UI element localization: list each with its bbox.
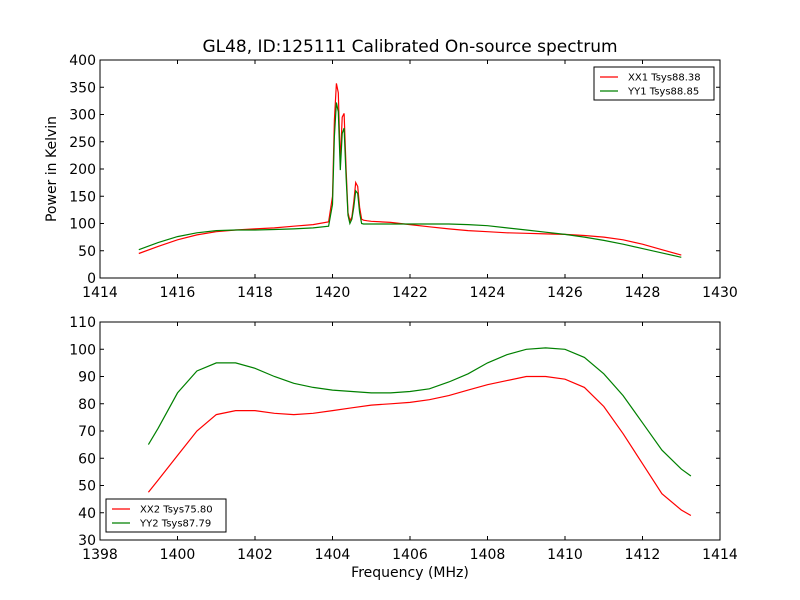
x-axis-label: Frequency (MHz) <box>351 565 469 581</box>
y-tick-label: 50 <box>78 479 96 495</box>
legend-entry: YY2 Tsys87.79 <box>139 519 211 530</box>
x-tick-label: 1404 <box>315 547 351 563</box>
chart-title: GL48, ID:125111 Calibrated On-source spe… <box>202 37 617 57</box>
x-tick-label: 1408 <box>470 547 506 563</box>
x-tick-label: 1414 <box>82 285 118 301</box>
x-tick-label: 1420 <box>315 285 351 301</box>
y-tick-label: 150 <box>69 189 96 205</box>
y-tick-label: 300 <box>69 108 96 124</box>
series-line-2-1 <box>147 375 692 517</box>
x-tick-label: 1414 <box>702 547 738 563</box>
y-tick-label: 400 <box>69 53 96 69</box>
y-tick-label: 40 <box>78 506 96 522</box>
series-line-1-2 <box>138 102 682 258</box>
legend-box <box>105 498 227 533</box>
x-tick-label: 1402 <box>237 547 273 563</box>
x-tick-label: 1428 <box>625 285 661 301</box>
x-tick-label: 1418 <box>237 285 273 301</box>
legend-entry: YY1 Tsys88.85 <box>627 87 699 98</box>
x-tick-label: 1412 <box>625 547 661 563</box>
y-tick-label: 50 <box>78 244 96 260</box>
legend-entry: XX2 Tsys75.80 <box>140 505 213 516</box>
y-tick-label: 80 <box>78 397 96 413</box>
y-tick-label: 90 <box>78 370 96 386</box>
legend-box <box>593 66 715 101</box>
series-line-2-2 <box>147 347 692 477</box>
x-tick-label: 1422 <box>392 285 428 301</box>
y-tick-label: 70 <box>78 424 96 440</box>
legend: XX2 Tsys75.80 YY2 Tsys87.79 <box>105 498 227 533</box>
chart-panel-2: 1398 1400 1402 1404 1406 1408 1410 1412 1414 30 40… <box>69 315 738 581</box>
x-tick-label: 1398 <box>82 547 118 563</box>
x-tick-label: 1430 <box>702 285 738 301</box>
chart-panel-1: 1414 1416 1418 1420 1422 1424 1426 1428 1430 0 50 1… <box>44 37 738 301</box>
y-tick-label: 100 <box>69 217 96 233</box>
y-tick-label: 60 <box>78 451 96 467</box>
y-tick-label: 200 <box>69 162 96 178</box>
x-tick-label: 1416 <box>160 285 196 301</box>
x-tick-label: 1426 <box>547 285 583 301</box>
y-tick-label: 350 <box>69 80 96 96</box>
legend-entry: XX1 Tsys88.38 <box>628 73 701 84</box>
y-tick-label: 110 <box>69 315 96 331</box>
y-tick-label: 30 <box>78 533 96 549</box>
x-tick-label: 1406 <box>392 547 428 563</box>
legend: XX1 Tsys88.38 YY1 Tsys88.85 <box>593 66 715 101</box>
x-tick-label: 1410 <box>547 547 583 563</box>
x-tick-label: 1400 <box>160 547 196 563</box>
series-line-1-1 <box>138 83 682 256</box>
y-tick-label: 0 <box>87 271 96 287</box>
x-tick-label: 1424 <box>470 285 506 301</box>
y-tick-label: 250 <box>69 135 96 151</box>
y-axis-label: Power in Kelvin <box>44 116 60 222</box>
y-tick-label: 100 <box>69 342 96 358</box>
